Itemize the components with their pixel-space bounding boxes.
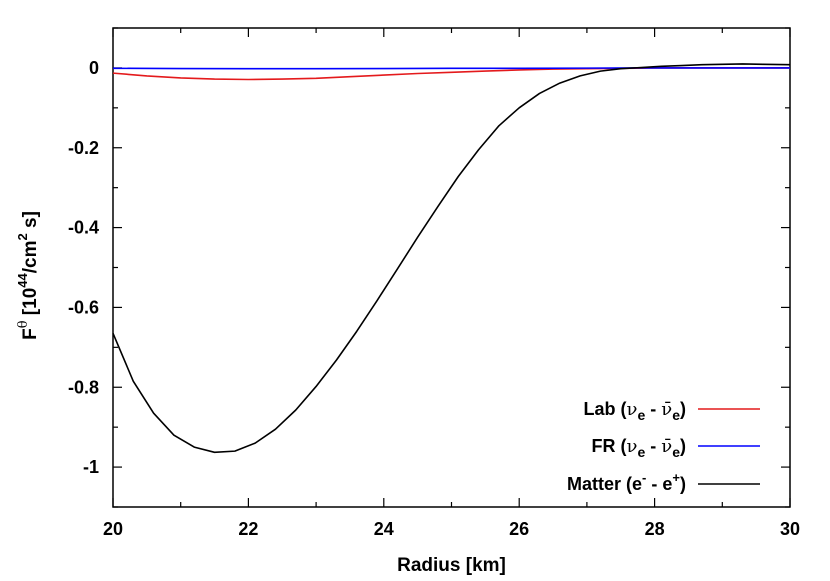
x-axis-title: Radius [km] — [397, 555, 506, 576]
x-tick-label: 24 — [374, 519, 394, 539]
legend-label: Lab (νe - ν̄e) — [584, 399, 687, 423]
series-line-1 — [112, 67, 790, 70]
x-tick-label: 22 — [238, 519, 258, 539]
y-tick-label: -0.6 — [68, 297, 99, 317]
legend-entry-0: Lab (νe - ν̄e) — [584, 399, 760, 423]
series-line-2 — [112, 63, 791, 454]
x-tick-label: 26 — [509, 519, 529, 539]
series-line-0 — [112, 67, 790, 81]
x-tick-label: 20 — [103, 519, 123, 539]
series-layer — [112, 63, 791, 454]
y-tick-label: -1 — [83, 457, 99, 477]
legend-entry-1: FR (νe - ν̄e) — [592, 436, 760, 460]
y-tick-label: 0 — [89, 58, 99, 78]
y-tick-label: -0.8 — [68, 377, 99, 397]
y-tick-label: -0.2 — [68, 138, 99, 158]
legend: Lab (νe - ν̄e) FR (νe - ν̄e) Matter (e- - … — [567, 399, 760, 494]
y-axis-title: Fθ [1044/cm2 s] — [15, 211, 41, 340]
x-tick-label: 28 — [645, 519, 665, 539]
axes: 20 22 24 26 28 30 0 -0.2 -0.4 -0.6 -0.8 -1 — [68, 27, 800, 539]
legend-label: FR (νe - ν̄e) — [592, 436, 687, 460]
x-tick-label: 30 — [780, 519, 800, 539]
legend-entry-2: Matter (e- - e+) — [567, 470, 760, 494]
y-tick-label: -0.4 — [68, 218, 99, 238]
plot-frame — [112, 27, 791, 508]
legend-label: Matter (e- - e+) — [567, 470, 686, 494]
